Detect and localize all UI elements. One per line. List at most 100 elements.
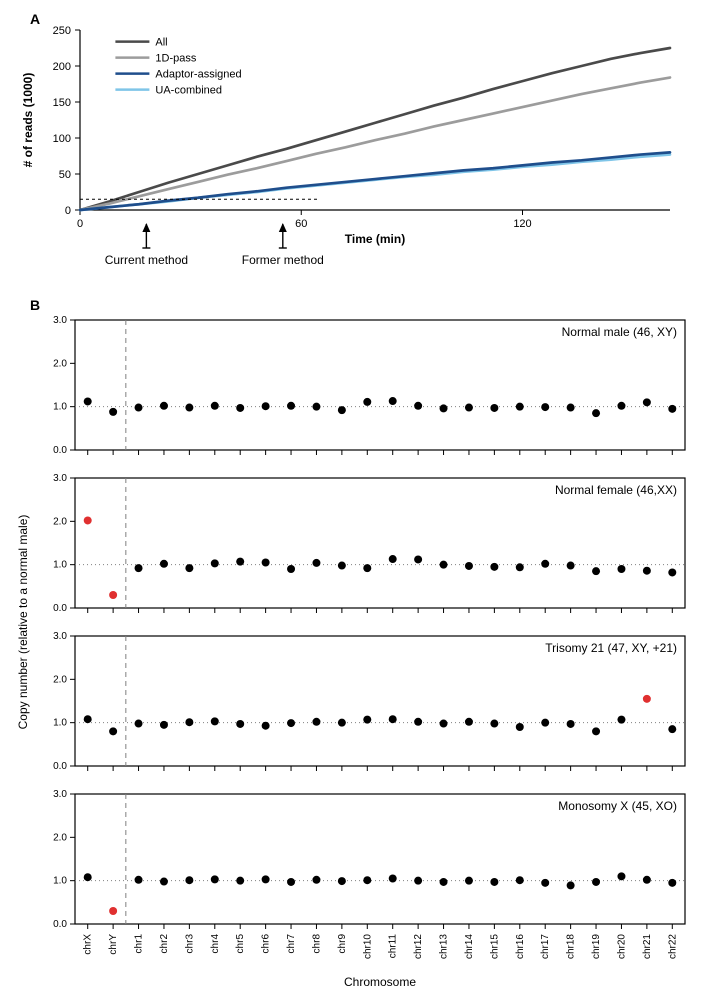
data-point bbox=[109, 591, 117, 599]
subplot-xticklabel: chr19 bbox=[591, 934, 602, 959]
data-point bbox=[592, 409, 600, 417]
data-point bbox=[414, 718, 422, 726]
data-point bbox=[465, 877, 473, 885]
subplot-xticklabel: chr21 bbox=[642, 934, 653, 959]
data-point bbox=[84, 873, 92, 881]
data-point bbox=[287, 719, 295, 727]
data-point bbox=[389, 875, 397, 883]
data-point bbox=[592, 567, 600, 575]
subplot-xticklabel: chr5 bbox=[235, 934, 246, 954]
data-point bbox=[211, 559, 219, 567]
data-point bbox=[668, 568, 676, 576]
data-point bbox=[135, 404, 143, 412]
annotation-label: Former method bbox=[242, 253, 324, 267]
data-point bbox=[185, 404, 193, 412]
data-point bbox=[414, 877, 422, 885]
data-point bbox=[287, 402, 295, 410]
subplot-yticklabel: 1.0 bbox=[53, 402, 67, 413]
arrowhead-icon bbox=[279, 223, 287, 232]
data-point bbox=[643, 695, 651, 703]
subplot-xticklabel: chr1 bbox=[134, 934, 145, 954]
panel-a-yticklabel: 150 bbox=[53, 97, 71, 109]
data-point bbox=[490, 720, 498, 728]
data-point bbox=[592, 878, 600, 886]
data-point bbox=[135, 720, 143, 728]
panel-a-yticklabel: 100 bbox=[53, 133, 71, 145]
data-point bbox=[312, 403, 320, 411]
data-point bbox=[109, 727, 117, 735]
data-point bbox=[363, 564, 371, 572]
subplot-xticklabel: chr8 bbox=[311, 934, 322, 954]
series-1d-pass bbox=[80, 78, 670, 210]
subplot-xticklabel: chr20 bbox=[616, 934, 627, 959]
legend-label: UA-combined bbox=[155, 85, 222, 97]
data-point bbox=[617, 565, 625, 573]
panel-a-ylabel: # of reads (1000) bbox=[21, 73, 35, 168]
data-point bbox=[211, 875, 219, 883]
panel-a-xlabel: Time (min) bbox=[345, 232, 405, 246]
data-point bbox=[160, 721, 168, 729]
data-point bbox=[363, 398, 371, 406]
panel-b-label: B bbox=[30, 297, 40, 313]
panel-a-yticklabel: 200 bbox=[53, 61, 71, 73]
data-point bbox=[617, 716, 625, 724]
data-point bbox=[516, 563, 524, 571]
data-point bbox=[465, 562, 473, 570]
subplot-yticklabel: 3.0 bbox=[53, 315, 67, 326]
data-point bbox=[643, 876, 651, 884]
data-point bbox=[262, 559, 270, 567]
data-point bbox=[338, 562, 346, 570]
data-point bbox=[440, 878, 448, 886]
data-point bbox=[668, 879, 676, 887]
subplot-xticklabel: chr4 bbox=[210, 934, 221, 954]
subplot-yticklabel: 3.0 bbox=[53, 631, 67, 642]
data-point bbox=[211, 402, 219, 410]
subplot-xticklabel: chr13 bbox=[439, 934, 450, 959]
data-point bbox=[592, 727, 600, 735]
data-point bbox=[414, 555, 422, 563]
data-point bbox=[490, 404, 498, 412]
data-point bbox=[160, 878, 168, 886]
subplot-yticklabel: 3.0 bbox=[53, 473, 67, 484]
subplot-xticklabel: chr18 bbox=[566, 934, 577, 959]
data-point bbox=[490, 563, 498, 571]
subplot-frame bbox=[75, 320, 685, 450]
subplot-yticklabel: 2.0 bbox=[53, 516, 67, 527]
subplot-yticklabel: 2.0 bbox=[53, 358, 67, 369]
data-point bbox=[236, 720, 244, 728]
data-point bbox=[617, 402, 625, 410]
data-point bbox=[109, 408, 117, 416]
data-point bbox=[668, 405, 676, 413]
subplot-yticklabel: 0.0 bbox=[53, 919, 67, 930]
data-point bbox=[135, 564, 143, 572]
figure-svg: A050100150200250060120Time (min)# of rea… bbox=[0, 0, 723, 998]
annotation-label: Current method bbox=[105, 253, 188, 267]
data-point bbox=[262, 722, 270, 730]
legend-label: Adaptor-assigned bbox=[155, 69, 241, 81]
data-point bbox=[668, 725, 676, 733]
subplot-yticklabel: 1.0 bbox=[53, 718, 67, 729]
data-point bbox=[135, 876, 143, 884]
data-point bbox=[312, 876, 320, 884]
data-point bbox=[312, 718, 320, 726]
data-point bbox=[414, 402, 422, 410]
subplot-xticklabel: chr14 bbox=[464, 934, 475, 959]
data-point bbox=[567, 720, 575, 728]
panel-a-xticklabel: 0 bbox=[77, 218, 83, 230]
panel-a-yticklabel: 50 bbox=[59, 169, 71, 181]
subplot-xticklabel: chr16 bbox=[515, 934, 526, 959]
legend-label: All bbox=[155, 37, 167, 49]
subplot-xticklabel: chr9 bbox=[337, 934, 348, 954]
data-point bbox=[440, 404, 448, 412]
data-point bbox=[541, 719, 549, 727]
data-point bbox=[160, 402, 168, 410]
subplot-xticklabel: chr15 bbox=[489, 934, 500, 959]
subplot-title: Normal male (46, XY) bbox=[562, 325, 677, 339]
data-point bbox=[567, 881, 575, 889]
panel-b-ylabel: Copy number (relative to a normal male) bbox=[16, 515, 30, 730]
subplot-yticklabel: 2.0 bbox=[53, 832, 67, 843]
legend-label: 1D-pass bbox=[155, 53, 196, 65]
subplot-xticklabel: chr22 bbox=[667, 934, 678, 959]
subplot-xticklabel: chrX bbox=[83, 934, 94, 955]
data-point bbox=[643, 567, 651, 575]
